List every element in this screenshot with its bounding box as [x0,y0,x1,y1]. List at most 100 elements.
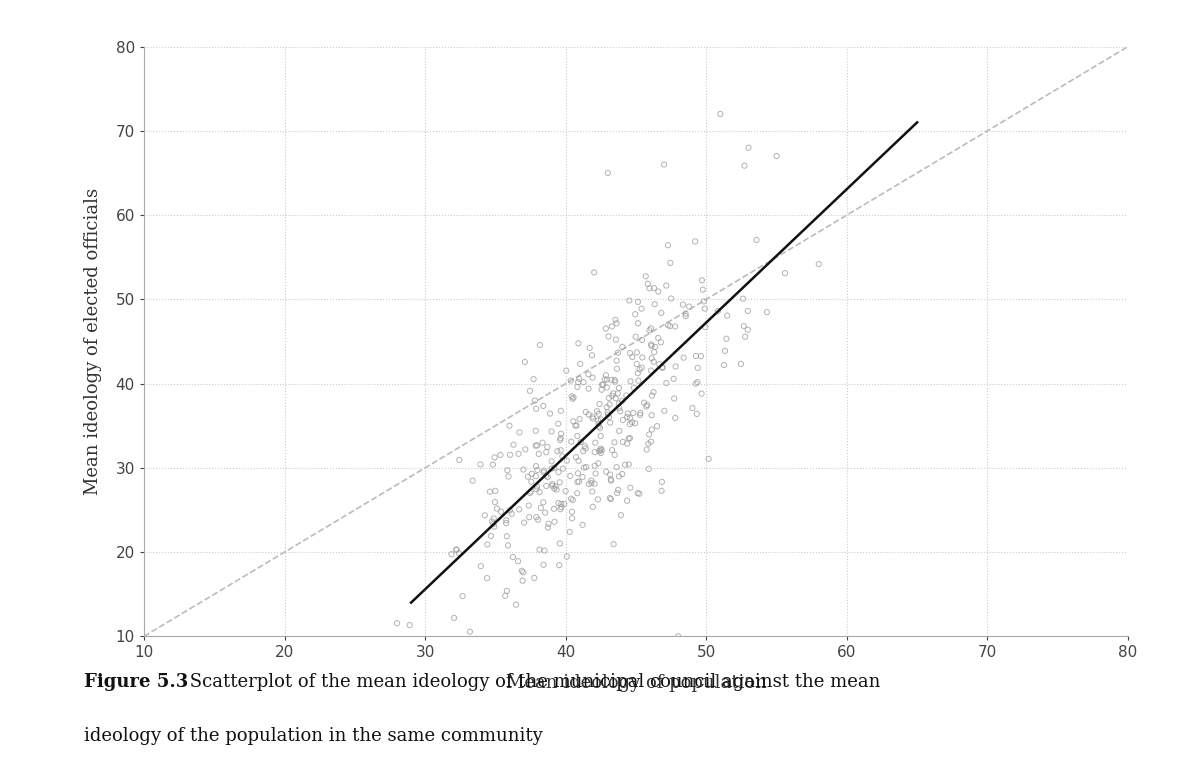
Point [590,398,610,411]
Point [589,417,608,430]
Point [608,387,628,400]
Point [618,438,637,450]
Point [539,521,558,534]
Point [590,444,610,456]
Point [606,376,625,388]
Point [659,239,678,251]
Point [568,430,587,442]
Point [536,480,556,492]
Point [580,408,599,421]
Point [510,426,529,438]
Point [606,392,625,404]
Point [562,390,581,403]
Point [450,454,469,466]
Point [542,462,562,475]
Point [666,412,685,424]
Point [620,375,640,387]
Point [592,383,611,396]
Point [586,446,605,459]
Point [527,511,546,523]
Point [642,352,661,365]
Point [624,382,643,394]
Point [666,320,685,333]
Point [526,394,545,407]
Point [497,517,516,529]
Point [637,443,656,456]
Point [618,411,637,423]
Point [527,403,546,415]
Point [553,450,572,462]
Point [565,419,584,431]
Point [449,547,468,559]
Point [638,278,658,290]
Point [482,515,502,528]
Point [611,509,630,521]
Point [649,358,668,370]
Point [582,349,601,362]
Point [612,395,631,407]
Point [644,355,664,368]
Point [604,387,623,400]
Point [520,499,539,511]
Point [500,449,520,461]
Point [499,470,518,483]
Point [644,282,664,294]
Point [400,619,419,632]
Point [562,435,581,448]
Point [560,525,580,538]
Point [566,419,586,431]
Point [757,306,776,318]
Point [589,407,608,420]
Point [536,469,556,482]
Point [642,365,661,377]
Point [632,303,652,315]
Point [620,347,640,359]
Point [640,428,659,441]
Point [566,451,586,463]
Point [628,487,647,499]
Point [642,423,661,435]
Point [736,331,755,343]
Point [738,324,757,336]
Point [586,459,605,472]
Point [640,282,659,295]
Point [575,462,594,474]
Point [600,492,619,504]
Point [553,462,572,475]
Point [666,360,685,372]
Point [592,447,611,459]
Point [686,377,706,390]
Text: ideology of the population in the same community: ideology of the population in the same c… [84,727,542,745]
Point [746,234,766,246]
Point [586,436,605,449]
Point [688,362,707,374]
Point [545,462,564,474]
Point [629,317,648,330]
Point [504,438,523,451]
Point [532,501,551,514]
Point [652,307,671,319]
Point [545,515,564,528]
Point [618,494,637,507]
Point [692,274,712,286]
Point [734,320,754,332]
Point [510,503,529,515]
Point [596,369,616,382]
Point [484,512,503,525]
Point [809,258,828,270]
Point [563,494,582,506]
Point [574,376,593,388]
Point [619,458,638,470]
Point [625,417,644,429]
Point [556,485,575,497]
Point [605,449,624,461]
Point [601,493,620,505]
Point [552,501,571,513]
Point [605,436,624,449]
Point [521,385,540,397]
Point [600,398,619,411]
Point [718,310,737,322]
Point [683,402,702,414]
Point [580,478,599,490]
Point [596,466,616,478]
